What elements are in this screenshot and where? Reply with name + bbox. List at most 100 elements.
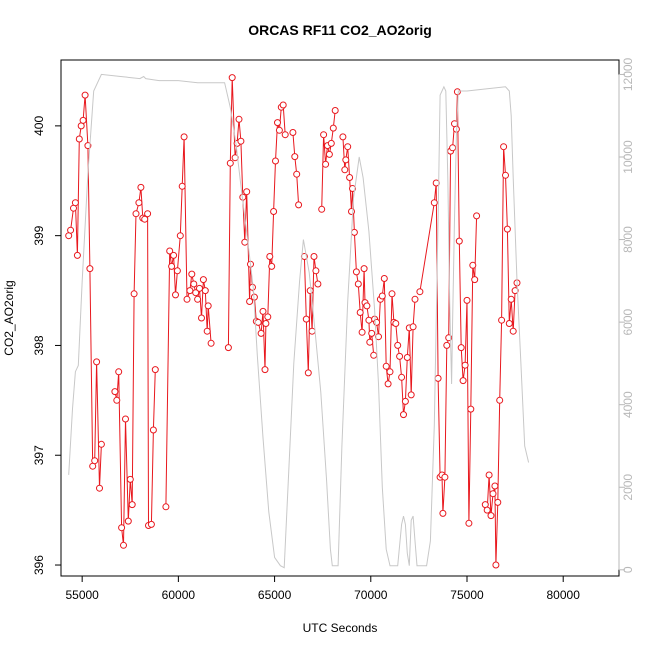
- y2-tick-label: 12000: [621, 57, 635, 91]
- data-point: [380, 275, 388, 282]
- data-point: [498, 316, 506, 324]
- series-0-segment-1: [114, 187, 156, 546]
- data-point: [378, 292, 386, 300]
- data-point: [178, 182, 186, 190]
- data-point: [348, 208, 355, 215]
- data-point: [192, 289, 200, 297]
- data-point: [329, 124, 337, 132]
- series-layer: [65, 73, 530, 569]
- data-point: [386, 368, 394, 376]
- data-point: [268, 262, 276, 270]
- data-point: [439, 509, 447, 517]
- data-point: [75, 135, 83, 143]
- data-point: [403, 354, 411, 361]
- data-point: [274, 119, 281, 127]
- series-0-segment-0: [68, 95, 102, 489]
- data-point: [394, 341, 402, 349]
- data-point: [339, 133, 347, 141]
- y-tick-label: 397: [32, 445, 46, 465]
- data-point: [407, 391, 415, 399]
- data-point: [266, 253, 274, 260]
- data-point: [485, 471, 493, 479]
- data-point: [196, 284, 203, 292]
- data-point: [149, 426, 157, 434]
- data-point: [352, 268, 360, 276]
- data-point: [237, 137, 245, 145]
- data-point: [441, 473, 449, 481]
- data-point: [416, 288, 424, 296]
- data-point: [203, 327, 211, 335]
- data-point: [137, 183, 145, 191]
- y2-tick-label: 4000: [621, 391, 635, 418]
- data-point: [113, 396, 121, 404]
- data-point: [459, 377, 467, 385]
- series-0-segment-2: [165, 136, 212, 507]
- data-point: [73, 251, 81, 259]
- data-point: [365, 316, 373, 324]
- data-point: [126, 475, 134, 483]
- y2-tick-label: 10000: [621, 140, 635, 174]
- data-point: [304, 369, 312, 377]
- data-point: [465, 519, 473, 527]
- data-point: [505, 320, 513, 327]
- data-point: [449, 144, 457, 152]
- data-point: [388, 290, 396, 298]
- data-point: [281, 131, 289, 139]
- data-point: [262, 320, 270, 327]
- data-point: [396, 352, 404, 360]
- y-tick-label: 399: [32, 225, 46, 245]
- data-point: [172, 291, 179, 299]
- data-point: [370, 351, 378, 359]
- y2-tick-label: 2000: [621, 474, 635, 501]
- data-point: [194, 295, 202, 303]
- data-point: [289, 129, 297, 136]
- data-point: [241, 238, 249, 246]
- data-point: [384, 380, 392, 388]
- data-point: [270, 208, 278, 215]
- data-point: [469, 261, 477, 269]
- y2-tick-label: 0: [621, 566, 635, 573]
- data-point: [173, 267, 181, 275]
- data-point: [314, 280, 322, 288]
- data-point: [487, 512, 495, 520]
- data-point: [275, 126, 283, 134]
- data-point: [496, 396, 504, 404]
- data-point: [492, 561, 500, 569]
- data-point: [489, 490, 497, 498]
- data-point: [86, 265, 94, 273]
- data-point: [207, 339, 215, 347]
- data-point: [453, 88, 461, 96]
- y2-tick-label: 8000: [621, 226, 635, 253]
- data-point: [400, 411, 407, 419]
- data-point: [235, 115, 243, 123]
- y-tick-label: 396: [32, 555, 46, 575]
- x-tick-label: 55000: [65, 588, 99, 602]
- data-point: [342, 156, 350, 164]
- data-point: [310, 253, 318, 260]
- data-point: [502, 171, 509, 179]
- data-point: [331, 107, 339, 114]
- data-point: [318, 205, 326, 213]
- data-point: [198, 314, 205, 322]
- data-point: [432, 179, 440, 187]
- data-point: [201, 287, 209, 295]
- data-point: [467, 405, 475, 413]
- data-point: [162, 503, 170, 511]
- data-point: [151, 366, 159, 374]
- data-point: [291, 153, 299, 161]
- data-point: [327, 139, 335, 147]
- data-point: [392, 320, 400, 327]
- data-point: [272, 157, 279, 165]
- x-tick-label: 60000: [162, 588, 196, 602]
- data-point: [254, 318, 262, 326]
- x-tick-label: 75000: [450, 588, 484, 602]
- series-0-segment-4: [292, 132, 300, 205]
- data-point: [368, 329, 376, 337]
- data-point: [356, 309, 364, 316]
- data-point: [308, 327, 316, 335]
- data-point: [322, 160, 330, 168]
- data-point: [457, 344, 465, 352]
- data-point: [91, 457, 99, 465]
- data-point: [363, 302, 371, 310]
- data-point: [471, 276, 479, 284]
